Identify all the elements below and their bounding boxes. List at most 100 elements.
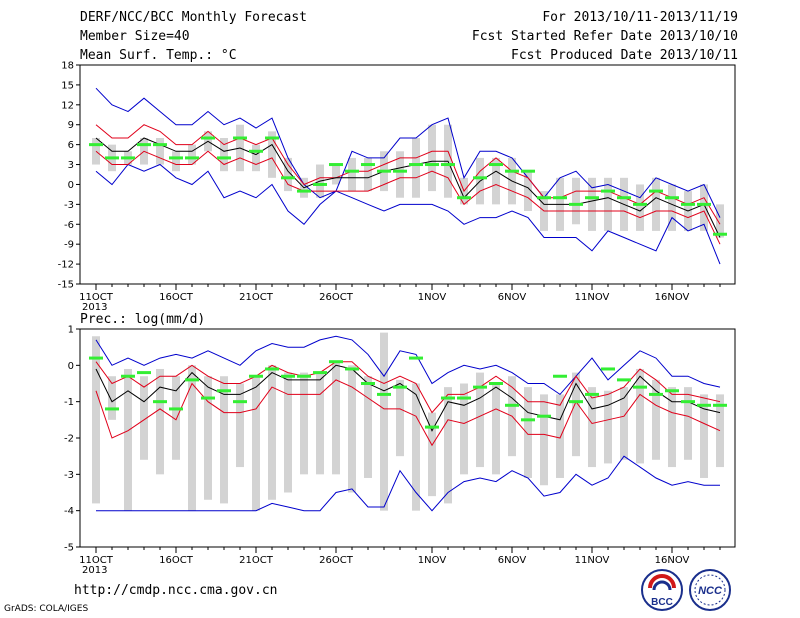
- spread-box: [220, 138, 228, 172]
- spread-box: [604, 390, 612, 464]
- max-line: [95, 335, 721, 396]
- footer-url: http://cmdp.ncc.cma.gov.cn: [74, 583, 278, 598]
- x-tick-label: 11NOV: [575, 292, 610, 303]
- x-year-label: 2013: [82, 565, 107, 576]
- x-tick-label: 11OCT: [79, 555, 114, 566]
- bcc-logo-text: BCC: [651, 597, 673, 608]
- spread-box: [332, 361, 340, 475]
- spread-box: [524, 387, 532, 478]
- spread-box: [572, 372, 580, 457]
- min-line: [95, 163, 721, 265]
- spread-box: [540, 394, 548, 486]
- spread-box: [652, 379, 660, 460]
- y-tick-label: -2: [64, 434, 74, 445]
- spread-box: [716, 204, 724, 238]
- spread-box: [220, 376, 228, 504]
- spread-box: [284, 157, 292, 192]
- spread-box: [412, 383, 420, 511]
- y-tick-label: 1: [68, 325, 74, 336]
- spread-box: [316, 372, 324, 475]
- spread-box: [684, 387, 692, 460]
- x-tick-label: 16NOV: [655, 555, 690, 566]
- x-tick-label: 16OCT: [159, 292, 194, 303]
- spread-box: [460, 383, 468, 475]
- spread-box: [620, 387, 628, 460]
- spread-box: [92, 336, 100, 504]
- y-tick-label: -9: [64, 240, 74, 251]
- chart-panel-2: -5 -4 -3 -2 -1 0 1 11OCT 16OCT 21OCT 26OCT 1NOV 6NOV…: [64, 312, 736, 576]
- minus-sd-line: [95, 379, 721, 447]
- spread-box: [108, 376, 116, 420]
- spread-box: [124, 368, 132, 511]
- x-tick-label: 11NOV: [575, 555, 610, 566]
- spread-box: [156, 138, 164, 165]
- spread-box: [700, 184, 708, 231]
- x-tick-label: 11OCT: [79, 292, 114, 303]
- plot-frame: [79, 64, 736, 285]
- spread-box: [604, 177, 612, 231]
- y-tick-label: 12: [61, 100, 74, 111]
- spread-box: [668, 184, 676, 231]
- spread-box: [284, 372, 292, 493]
- spread-box: [396, 379, 404, 457]
- x-tick-label: 16OCT: [159, 555, 194, 566]
- ncc-logo: NCC: [688, 568, 732, 612]
- spread-box: [492, 383, 500, 475]
- spread-box: [652, 177, 660, 231]
- spread-box: [588, 177, 596, 231]
- spread-box: [268, 365, 276, 500]
- plus-sd-line: [95, 124, 721, 225]
- spread-box: [172, 151, 180, 172]
- x-year-label: 2013: [82, 302, 107, 313]
- x-tick-label: 21OCT: [239, 555, 274, 566]
- y-tick-label: -3: [64, 200, 74, 211]
- spread-box: [636, 184, 644, 231]
- member-size: Member Size=40: [80, 29, 190, 44]
- max-line: [95, 87, 721, 218]
- variable-label: Mean Surf. Temp.: °C: [80, 48, 237, 63]
- y-tick-label: 3: [68, 160, 74, 171]
- spread-box: [348, 157, 356, 192]
- y-tick-label: -5: [64, 543, 74, 554]
- spread-box: [252, 144, 260, 172]
- spread-box: [364, 376, 372, 478]
- mean-line: [95, 364, 721, 432]
- spread-box: [524, 171, 532, 211]
- spread-box: [556, 394, 564, 478]
- x-tick-label: 1NOV: [418, 292, 447, 303]
- y-tick-label: -15: [58, 280, 74, 291]
- chart-panel-1: -15 -12 -9 -6 -3 0 3 6 9 12 15 18 11OCT 16OCT 21OCT 26O…: [58, 61, 736, 313]
- header-right: For 2013/10/11-2013/11/19 Fcst Started R…: [472, 10, 738, 67]
- y-tick-label: -4: [64, 506, 74, 517]
- bcc-logo: BCC: [640, 568, 684, 612]
- spread-box: [252, 376, 260, 511]
- y-tick-label: 0: [68, 361, 74, 372]
- y-tick-label: 15: [61, 80, 74, 91]
- x-tick-label: 6NOV: [498, 292, 527, 303]
- y-tick-label: -12: [58, 260, 74, 271]
- spread-box: [188, 144, 196, 165]
- spread-box: [380, 332, 388, 511]
- spread-box: [156, 368, 164, 475]
- x-tick-label: 16NOV: [655, 292, 690, 303]
- grads-credit: GrADS: COLA/IGES: [4, 604, 89, 614]
- y-tick-label: 0: [68, 180, 74, 191]
- x-tick-label: 1NOV: [418, 555, 447, 566]
- y-tick-label: -1: [64, 397, 74, 408]
- spread-box: [396, 151, 404, 198]
- mean-line: [95, 137, 721, 238]
- spread-box: [492, 157, 500, 205]
- spread-box: [364, 157, 372, 192]
- x-tick-label: 26OCT: [319, 555, 354, 566]
- forecast-produced-date: Fcst Produced Date 2013/10/11: [511, 48, 738, 63]
- spread-box: [188, 365, 196, 511]
- y-tick-label: -6: [64, 220, 74, 231]
- spread-box: [572, 177, 580, 225]
- spread-box: [140, 376, 148, 460]
- spread-box: [668, 387, 676, 468]
- minus-sd-line: [95, 150, 721, 245]
- header-left: DERF/NCC/BCC Monthly Forecast Member Siz…: [80, 10, 307, 67]
- spread-box: [444, 387, 452, 504]
- spread-box: [92, 138, 100, 165]
